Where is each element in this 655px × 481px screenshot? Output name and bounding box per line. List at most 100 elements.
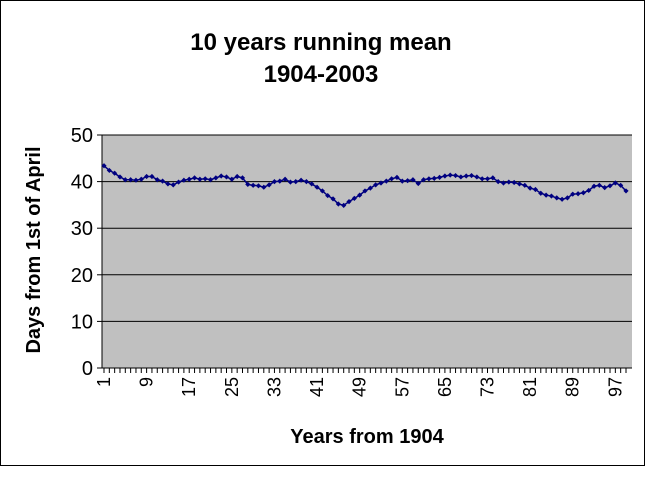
data-point — [255, 183, 262, 189]
data-point — [618, 182, 624, 188]
data-point — [245, 181, 251, 187]
data-point — [468, 172, 475, 179]
x-tick-label: 65 — [435, 377, 455, 397]
data-point — [357, 192, 363, 198]
x-tick-label: 81 — [520, 377, 540, 397]
x-tick-label: 17 — [179, 377, 199, 397]
data-point — [410, 177, 416, 183]
data-point — [325, 192, 331, 199]
data-point — [213, 175, 219, 181]
data-point — [458, 174, 464, 180]
data-point — [399, 178, 405, 184]
chart-title-line1: 10 years running mean — [190, 29, 451, 56]
data-point — [112, 170, 118, 176]
data-point — [426, 176, 432, 182]
data-point — [586, 187, 592, 194]
x-tick-label: 9 — [137, 377, 157, 387]
data-point — [341, 202, 347, 208]
data-point — [442, 173, 448, 179]
data-point — [128, 177, 134, 183]
data-point — [186, 176, 192, 182]
data-point — [554, 195, 560, 201]
data-point — [602, 185, 608, 191]
data-point — [378, 180, 384, 186]
data-point — [303, 179, 310, 185]
data-point — [159, 178, 166, 184]
data-point — [516, 181, 523, 187]
data-point — [580, 190, 586, 196]
data-point — [117, 174, 123, 180]
data-point — [362, 188, 368, 194]
y-tick-label: 30 — [71, 218, 93, 240]
x-tick-label: 33 — [264, 377, 284, 397]
axes — [97, 134, 632, 373]
data-point — [431, 175, 437, 181]
data-point — [250, 182, 256, 188]
data-point — [154, 177, 160, 183]
data-point — [207, 177, 214, 183]
y-tick-label: 40 — [71, 172, 93, 194]
x-tick-labels: 1 9 17 25 33 41 49 57 65 73 81 89 97 — [94, 377, 625, 397]
y-axis-label: Days from 1st of April — [23, 146, 45, 353]
data-point — [293, 179, 299, 185]
data-point — [389, 176, 395, 182]
x-tick-label: 25 — [222, 377, 242, 397]
data-point — [101, 163, 107, 169]
x-tick-label: 1 — [94, 377, 114, 387]
y-tick-label: 50 — [71, 125, 93, 147]
plot-area — [102, 135, 632, 368]
data-point — [239, 175, 246, 181]
data-point — [538, 190, 544, 196]
data-point — [330, 196, 336, 202]
data-point — [394, 174, 400, 181]
data-point — [548, 193, 555, 199]
data-point — [335, 201, 341, 207]
data-point — [314, 184, 320, 190]
data-point — [570, 191, 576, 197]
data-point — [559, 196, 565, 202]
chart-title-line2: 1904-2003 — [264, 61, 379, 88]
data-point — [373, 182, 379, 188]
data-point — [138, 176, 144, 182]
data-point — [367, 185, 373, 191]
data-point — [612, 180, 618, 186]
data-point — [405, 178, 411, 184]
data-point — [218, 173, 224, 179]
data-point — [144, 173, 150, 180]
series-line — [101, 163, 629, 208]
data-point — [346, 199, 352, 205]
data-point — [495, 179, 501, 185]
data-point — [298, 177, 304, 183]
data-point — [133, 177, 139, 183]
data-point — [564, 195, 571, 201]
y-tick-label: 10 — [71, 311, 93, 333]
data-point — [170, 182, 176, 188]
data-point — [511, 179, 517, 186]
data-point — [474, 174, 480, 180]
data-point — [596, 182, 602, 188]
x-tick-label: 41 — [307, 377, 327, 397]
data-point — [287, 179, 294, 185]
data-point — [282, 176, 288, 182]
data-point — [277, 178, 283, 184]
data-point — [623, 188, 629, 194]
x-tick-label: 49 — [350, 377, 370, 397]
data-point — [122, 177, 128, 183]
data-point — [383, 178, 389, 184]
data-point — [149, 173, 155, 180]
y-tick-labels: 0 10 20 30 40 50 — [71, 125, 93, 380]
data-point — [490, 175, 496, 181]
data-point — [527, 185, 533, 191]
data-point — [591, 183, 597, 189]
data-point — [165, 181, 171, 187]
data-point — [420, 177, 427, 183]
data-point — [479, 176, 485, 182]
x-tick-label: 73 — [478, 377, 498, 397]
data-point — [234, 173, 240, 180]
data-point — [415, 180, 421, 187]
data-point — [575, 191, 581, 197]
data-point — [197, 176, 203, 182]
data-point — [463, 173, 469, 179]
data-point — [506, 179, 512, 185]
data-point — [175, 179, 182, 185]
